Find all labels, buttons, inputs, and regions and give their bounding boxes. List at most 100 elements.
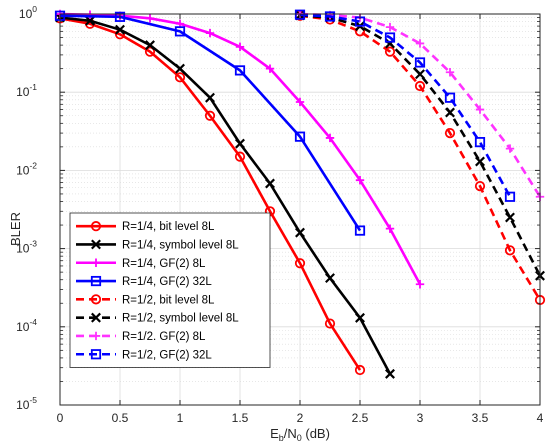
marker-stroke	[91, 331, 101, 341]
data-point	[474, 180, 486, 192]
legend-entry-2: R=1/4, symbol level 8L	[76, 239, 239, 251]
data-point	[415, 69, 425, 80]
data-point	[414, 57, 426, 68]
marker-stroke	[295, 227, 305, 238]
x-tick-label: 0	[57, 411, 64, 425]
legend-entry-8: R=1/2, GF(2) 32L	[76, 349, 212, 361]
legend-label: R=1/4, GF(2) 32L	[122, 276, 212, 288]
marker-stroke	[415, 69, 425, 80]
data-point	[325, 133, 335, 143]
y-tick-label: 10-5	[16, 395, 37, 412]
data-point	[235, 42, 245, 52]
marker-stroke	[295, 97, 305, 107]
legend-entry-3: R=1/4, GF(2) 8L	[76, 258, 206, 270]
data-point	[354, 364, 366, 376]
series-8	[294, 9, 516, 202]
y-tick-label: 10-3	[16, 239, 37, 256]
data-point	[475, 105, 485, 114]
legend-label: R=1/2, bit level 8L	[122, 294, 215, 306]
marker-stroke	[145, 14, 155, 23]
data-point	[145, 40, 155, 51]
data-point	[474, 137, 486, 148]
data-point	[205, 92, 215, 103]
marker-stroke	[235, 138, 245, 149]
data-point	[325, 273, 335, 284]
legend-marker	[90, 221, 102, 232]
marker-stroke	[385, 368, 395, 379]
marker-stroke	[175, 63, 185, 74]
marker-stroke	[355, 175, 365, 185]
data-point	[445, 107, 455, 118]
series-2	[55, 12, 395, 379]
series-line	[299, 13, 512, 198]
marker-stroke	[91, 239, 101, 250]
data-point	[324, 11, 336, 22]
marker-stroke	[145, 40, 155, 51]
data-point	[385, 368, 395, 379]
marker-stroke	[385, 22, 395, 32]
legend-marker	[90, 294, 102, 305]
data-point	[234, 151, 246, 162]
y-tick-labels: 10-5 10-4 10-3 10-2 10-1 100	[16, 4, 37, 412]
data-point	[145, 14, 155, 23]
y-tick-label: 10-1	[16, 82, 37, 99]
data-point	[294, 258, 306, 269]
data-point	[355, 312, 365, 323]
x-axis-label: Eb/N0 (dB)	[270, 426, 330, 443]
legend-label: R=1/2, GF(2) 32L	[122, 349, 212, 361]
x-tick-label: 1	[177, 411, 184, 425]
legend: R=1/4, bit level 8L R=1/4, symbol level 8…	[69, 212, 271, 368]
data-point	[444, 127, 456, 139]
marker-stroke	[235, 42, 245, 52]
legend-marker	[91, 239, 101, 250]
legend-label: R=1/4, symbol level 8L	[122, 239, 239, 251]
data-point	[414, 80, 426, 92]
data-point	[265, 178, 275, 189]
data-point	[175, 63, 185, 74]
x-tick-label: 3.5	[472, 411, 489, 425]
data-point	[385, 22, 395, 32]
legend-entry-7: R=1/2. GF(2) 8L	[76, 331, 206, 343]
data-point	[324, 318, 336, 329]
x-tick-label: 0.5	[112, 411, 129, 425]
marker-stroke	[385, 224, 395, 233]
y-tick-label: 10-2	[16, 160, 37, 177]
marker-stroke	[445, 107, 455, 118]
data-point	[174, 26, 186, 37]
data-point	[504, 191, 516, 202]
legend-marker	[91, 331, 101, 341]
legend-entry-5: R=1/2, bit level 8L	[76, 294, 215, 306]
marker-stroke	[475, 105, 485, 114]
legend-label: R=1/2, symbol level 8L	[122, 313, 239, 325]
data-point	[505, 212, 515, 223]
axis-ticks	[59, 13, 541, 406]
marker-stroke	[355, 312, 365, 323]
marker-stroke	[325, 273, 335, 284]
data-point	[504, 245, 516, 256]
marker-stroke	[91, 312, 101, 323]
series-line	[59, 14, 362, 232]
legend-label: R=1/4, GF(2) 8L	[122, 258, 206, 270]
data-point	[354, 225, 366, 236]
data-point	[115, 24, 125, 35]
data-point	[475, 156, 485, 167]
x-tick-label: 2.5	[352, 411, 369, 425]
marker-stroke	[445, 68, 455, 77]
legend-marker	[91, 258, 101, 267]
series-layer	[54, 9, 546, 379]
y-tick-label: 10-4	[16, 317, 37, 334]
data-point	[85, 15, 95, 26]
marker-stroke	[505, 144, 515, 153]
legend-entry-4: R=1/4, GF(2) 32L	[76, 275, 212, 288]
data-point	[445, 68, 455, 77]
marker-stroke	[505, 212, 515, 223]
data-point	[205, 28, 215, 38]
data-point	[505, 144, 515, 153]
marker-stroke	[415, 39, 425, 48]
marker-stroke	[265, 64, 275, 73]
marker-stroke	[91, 258, 101, 267]
marker-stroke	[475, 156, 485, 167]
data-point	[384, 32, 396, 43]
x-tick-label: 1.5	[232, 411, 249, 425]
x-tick-label: 3	[417, 411, 424, 425]
